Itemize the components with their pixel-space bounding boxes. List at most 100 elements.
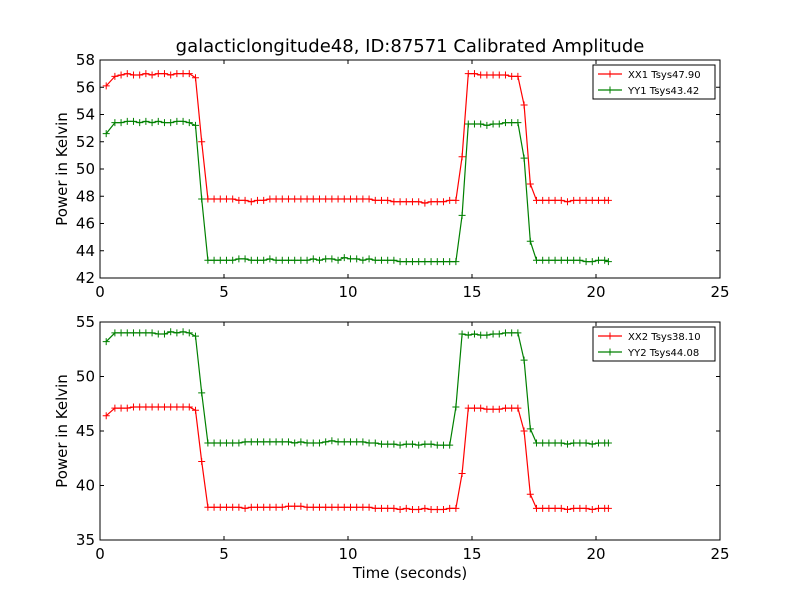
legend-marker xyxy=(606,86,614,94)
data-point xyxy=(551,504,559,512)
data-point xyxy=(576,439,584,447)
x-tick-label: 25 xyxy=(710,283,729,301)
data-point xyxy=(452,403,460,411)
y-tick-label: 50 xyxy=(76,368,95,386)
data-point xyxy=(464,70,472,78)
data-point xyxy=(477,331,485,339)
data-point xyxy=(570,439,578,447)
data-point xyxy=(415,441,423,449)
data-point xyxy=(477,71,485,79)
data-point xyxy=(191,74,199,82)
data-point xyxy=(241,255,249,263)
data-point xyxy=(340,438,348,446)
data-point xyxy=(458,470,466,478)
data-point xyxy=(594,256,602,264)
data-point xyxy=(266,438,274,446)
data-point xyxy=(427,198,435,206)
data-point xyxy=(377,440,385,448)
legend-box xyxy=(592,326,716,362)
data-point xyxy=(489,405,497,413)
data-point xyxy=(111,72,119,80)
data-point xyxy=(384,440,392,448)
data-point xyxy=(365,255,373,263)
data-point xyxy=(241,438,249,446)
data-point xyxy=(309,255,317,263)
data-point xyxy=(278,438,286,446)
x-tick-label: 10 xyxy=(338,545,357,563)
data-point xyxy=(111,119,119,127)
data-point xyxy=(136,71,144,79)
data-point xyxy=(563,505,571,513)
data-point xyxy=(470,330,478,338)
data-point xyxy=(464,331,472,339)
data-point xyxy=(359,195,367,203)
legend-entry: XX1 Tsys47.90 xyxy=(598,70,701,81)
data-point xyxy=(117,404,125,412)
data-point xyxy=(260,196,268,204)
series-2 xyxy=(102,117,612,266)
data-point xyxy=(557,196,565,204)
data-point xyxy=(539,256,547,264)
data-point xyxy=(216,439,224,447)
data-point xyxy=(148,71,156,79)
legend-label: XX1 Tsys47.90 xyxy=(628,70,701,81)
data-point xyxy=(148,329,156,337)
data-point xyxy=(421,504,429,512)
data-point xyxy=(582,258,590,266)
data-point xyxy=(390,198,398,206)
data-point xyxy=(470,120,478,128)
data-point xyxy=(439,505,447,513)
data-point xyxy=(291,502,299,510)
data-point xyxy=(396,198,404,206)
data-point xyxy=(210,256,218,264)
data-point xyxy=(154,403,162,411)
data-point xyxy=(539,196,547,204)
data-point xyxy=(266,195,274,203)
y-tick-label: 40 xyxy=(76,477,95,495)
data-point xyxy=(204,503,212,511)
data-point xyxy=(309,195,317,203)
data-point xyxy=(458,330,466,338)
data-point xyxy=(601,256,609,264)
data-point xyxy=(260,256,268,264)
legend: XX2 Tsys38.10 YY2 Tsys44.08 xyxy=(592,326,716,362)
data-point xyxy=(353,255,361,263)
data-point xyxy=(129,71,137,79)
data-point xyxy=(346,195,354,203)
data-point xyxy=(433,441,441,449)
data-point xyxy=(328,437,336,445)
data-point xyxy=(570,504,578,512)
data-point xyxy=(408,198,416,206)
data-point xyxy=(415,505,423,513)
data-point xyxy=(111,329,119,337)
y-tick-label: 42 xyxy=(76,269,95,287)
data-point xyxy=(123,117,131,125)
data-point xyxy=(303,503,311,511)
data-point xyxy=(570,196,578,204)
x-tick-label: 0 xyxy=(95,545,105,563)
data-point xyxy=(576,504,584,512)
data-point xyxy=(222,256,230,264)
data-point xyxy=(489,71,497,79)
y-tick-label: 54 xyxy=(76,106,95,124)
top-subplot: 0 5 10 15 20 25 42 44 46 48 50 52 54 56 58 Power in Kel… xyxy=(53,51,730,301)
data-point xyxy=(359,438,367,446)
data-point xyxy=(247,256,255,264)
data-point xyxy=(340,503,348,511)
data-point xyxy=(309,503,317,511)
data-point xyxy=(334,256,342,264)
data-point xyxy=(315,439,323,447)
data-point xyxy=(179,117,187,125)
data-point xyxy=(272,438,280,446)
data-point xyxy=(604,439,612,447)
data-point xyxy=(545,196,553,204)
data-point xyxy=(210,439,218,447)
data-point xyxy=(557,256,565,264)
data-point xyxy=(508,72,516,80)
chart-title: galacticlongitude48, ID:87571 Calibrated… xyxy=(176,36,645,57)
data-point xyxy=(272,256,280,264)
data-point xyxy=(334,503,342,511)
data-point xyxy=(102,82,110,90)
data-point xyxy=(291,195,299,203)
